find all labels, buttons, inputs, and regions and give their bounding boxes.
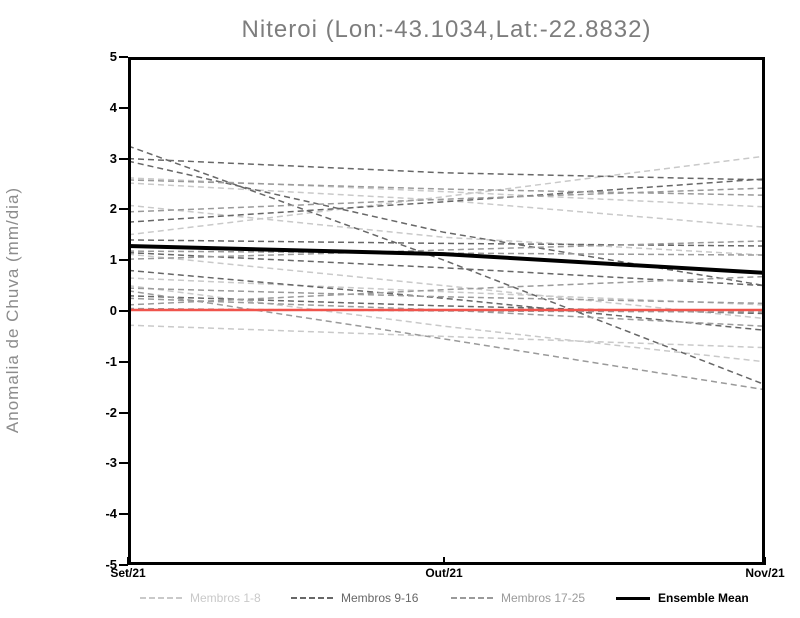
dashed-line-sample-icon bbox=[291, 597, 333, 599]
series-line bbox=[128, 239, 765, 247]
dashed-line-sample-icon bbox=[451, 597, 493, 599]
series-line bbox=[128, 287, 765, 305]
y-tick-mark bbox=[119, 157, 128, 160]
y-tick-mark bbox=[119, 259, 128, 262]
y-tick-label: -1 bbox=[105, 353, 117, 369]
y-tick-mark bbox=[119, 411, 128, 414]
y-tick-mark bbox=[119, 513, 128, 516]
x-tick-label: Out/21 bbox=[425, 566, 463, 580]
chart-title: Niteroi (Lon:-43.1034,Lat:-22.8832) bbox=[241, 16, 652, 43]
y-tick-label: -5 bbox=[105, 557, 117, 572]
y-tick-label: 0 bbox=[109, 303, 117, 318]
legend: Membros 1-8 Membros 9-16 Membros 17-25 E… bbox=[0, 589, 800, 611]
y-tick-label: -3 bbox=[105, 455, 117, 471]
series-line bbox=[128, 187, 765, 213]
plot-area bbox=[128, 57, 765, 565]
series-line bbox=[128, 145, 765, 386]
series-line bbox=[128, 250, 765, 256]
series-line bbox=[128, 244, 765, 275]
x-tick-label: Set/21 bbox=[110, 566, 146, 580]
legend-label: Membros 17-25 bbox=[501, 591, 586, 605]
series-line bbox=[128, 324, 765, 349]
x-tick-mark bbox=[764, 557, 766, 565]
legend-label: Ensemble Mean bbox=[658, 591, 749, 605]
x-tick-label: Nov/21 bbox=[745, 566, 785, 580]
x-tick-mark bbox=[127, 557, 129, 565]
y-tick-mark bbox=[119, 360, 128, 363]
series-line bbox=[128, 182, 765, 228]
y-tick-mark bbox=[119, 208, 128, 211]
series-line bbox=[128, 179, 765, 196]
plot-frame bbox=[128, 57, 765, 565]
series-line bbox=[128, 157, 765, 181]
y-tick-label: -2 bbox=[105, 404, 117, 420]
y-tick-mark bbox=[119, 462, 128, 465]
series-line bbox=[128, 251, 765, 287]
series-line bbox=[128, 178, 765, 223]
legend-entry-membros-1-8: Membros 1-8 bbox=[140, 591, 261, 605]
y-tick-mark bbox=[119, 310, 128, 312]
series-line bbox=[128, 240, 765, 260]
y-tick-label: 2 bbox=[109, 201, 117, 217]
y-tick-label: 5 bbox=[109, 49, 117, 64]
dashed-line-sample-icon bbox=[140, 597, 182, 599]
series-line bbox=[128, 269, 765, 332]
legend-entry-membros-9-16: Membros 9-16 bbox=[291, 591, 418, 605]
plot-svg bbox=[128, 57, 765, 565]
series-line bbox=[128, 275, 765, 306]
y-axis-label: Anomalia de Chuva (mm/dia) bbox=[3, 186, 22, 434]
y-tick-label: 3 bbox=[109, 150, 117, 166]
legend-label: Membros 1-8 bbox=[190, 591, 261, 605]
y-tick-label: -4 bbox=[105, 506, 117, 522]
legend-entry-ensemble-mean: Ensemble Mean bbox=[616, 591, 749, 605]
y-tick-mark bbox=[119, 564, 128, 566]
series-line bbox=[128, 289, 765, 391]
x-tick-mark bbox=[443, 557, 445, 565]
series-line bbox=[128, 284, 765, 363]
series-line bbox=[128, 297, 765, 327]
solid-line-sample-icon bbox=[616, 596, 650, 600]
legend-entry-membros-17-25: Membros 17-25 bbox=[451, 591, 585, 605]
y-tick-mark bbox=[119, 56, 128, 58]
y-tick-mark bbox=[119, 106, 128, 109]
series-line bbox=[128, 155, 765, 236]
y-tick-label: 4 bbox=[109, 99, 117, 115]
legend-label: Membros 9-16 bbox=[341, 591, 419, 605]
series-line bbox=[128, 253, 765, 320]
y-tick-label: 1 bbox=[109, 252, 117, 268]
